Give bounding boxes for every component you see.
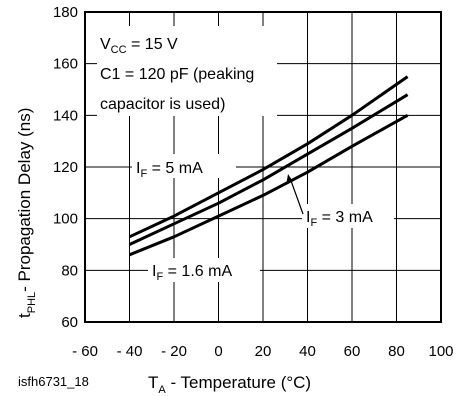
series-lines (128, 75, 409, 257)
x-tick-label: - 60 (72, 343, 98, 360)
y-tick-labels: 60 80 100 120 140 160 180 (53, 4, 78, 331)
x-tick-label: - 20 (161, 343, 187, 360)
x-tick-label: 80 (388, 343, 405, 360)
if-1-6ma-label: IF = 1.6 mA (152, 263, 232, 283)
plot-frame (84, 11, 442, 323)
c1-annotation-line1: C1 = 120 pF (peaking (100, 66, 254, 83)
x-tick-label: 0 (214, 343, 222, 360)
x-tick-labels: - 60 - 40 - 20 0 20 40 60 80 100 (72, 343, 453, 360)
x-tick-label: 40 (299, 343, 316, 360)
y-tick-label: 120 (53, 159, 78, 176)
y-tick-label: 160 (53, 56, 78, 73)
series-line-1 (128, 75, 409, 239)
x-tick-label: - 40 (117, 343, 143, 360)
if-3ma-leader-line (289, 177, 304, 215)
x-axis-label: TA - Temperature (°C) (148, 373, 311, 396)
series-line-3 (128, 113, 409, 257)
y-tick-label: 180 (53, 4, 78, 21)
c1-annotation-line2: capacitor is used) (100, 96, 225, 113)
annotations: VCC = 15 V C1 = 120 pF (peaking capacito… (97, 26, 394, 283)
x-tick-label: 20 (255, 343, 272, 360)
if-5ma-label: IF = 5 mA (136, 160, 203, 180)
y-axis-label: tPHL- Propagation Delay (ns) (15, 108, 38, 318)
y-tick-label: 140 (53, 107, 78, 124)
vcc-annotation: VCC = 15 V (100, 36, 178, 56)
y-tick-label: 60 (61, 314, 78, 331)
y-tick-label: 80 (61, 262, 78, 279)
x-tick-label: 100 (428, 343, 453, 360)
if-3ma-label: IF = 3 mA (306, 209, 373, 229)
series-line-2 (128, 93, 409, 246)
figure-id: isfh6731_18 (18, 374, 89, 389)
if-3ma-arrowhead (286, 174, 293, 183)
y-tick-label: 100 (53, 211, 78, 228)
x-tick-label: 60 (344, 343, 361, 360)
